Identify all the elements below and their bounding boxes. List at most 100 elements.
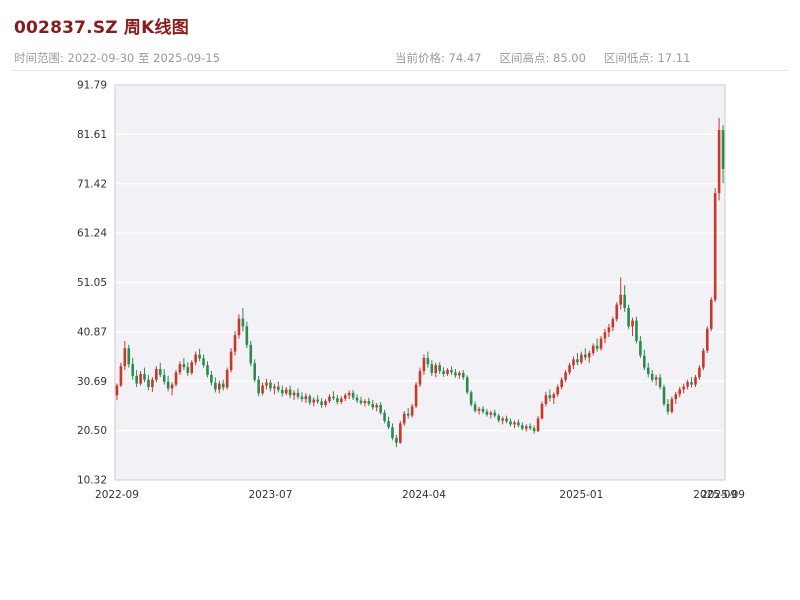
candle [536, 416, 540, 433]
stat-range-high-label: 区间高点: [499, 51, 550, 65]
y-tick-label: 51.05 [77, 277, 107, 289]
candle [324, 399, 327, 407]
candle [599, 336, 603, 351]
candle [583, 348, 587, 361]
candle [351, 389, 355, 401]
candle [371, 400, 375, 410]
y-tick-label: 61.24 [77, 228, 107, 240]
candle [454, 369, 457, 378]
stat-range-low: 区间低点: 17.11 [604, 50, 690, 66]
candle [528, 423, 532, 431]
candle [473, 401, 477, 413]
candle [607, 323, 611, 338]
candle [458, 371, 461, 379]
candle [123, 340, 127, 371]
candle [639, 336, 642, 358]
candle [481, 405, 485, 414]
candle [414, 382, 418, 408]
candle [284, 387, 288, 396]
candle [603, 328, 607, 344]
candle [127, 344, 131, 368]
candle [521, 422, 524, 431]
candle [162, 369, 166, 385]
candle [619, 277, 623, 310]
candle [509, 418, 512, 427]
candle [513, 420, 516, 429]
candle [347, 390, 351, 400]
candle [517, 419, 520, 428]
candle [402, 411, 406, 426]
candle [406, 407, 410, 419]
candle [442, 367, 445, 377]
stat-range-high-value: 85.00 [553, 51, 586, 65]
candle [206, 361, 209, 378]
candle [210, 371, 213, 386]
x-tick-label: 2022-09 [95, 489, 139, 501]
candle [304, 393, 308, 404]
candle [666, 399, 670, 415]
candle [497, 413, 501, 423]
candle [328, 394, 331, 404]
candle [548, 389, 552, 402]
candle [359, 396, 363, 405]
candle [469, 390, 473, 407]
candle [241, 307, 245, 332]
candle [694, 374, 697, 388]
candle [233, 331, 237, 356]
stat-range-low-value: 17.11 [657, 51, 691, 65]
candle [139, 371, 142, 386]
candle [650, 370, 654, 383]
candle [395, 435, 398, 448]
candle [151, 377, 154, 392]
candle [253, 359, 257, 383]
candle [332, 391, 335, 401]
candle [493, 409, 497, 418]
candle [296, 388, 300, 400]
candle [501, 416, 504, 425]
candle [277, 381, 280, 393]
candle [580, 351, 583, 365]
candle [556, 384, 560, 397]
page-title: 002837.SZ 周K线图 [14, 18, 189, 38]
candle [265, 378, 268, 390]
candle [288, 385, 292, 399]
candle [461, 370, 465, 380]
plot-border [114, 84, 726, 481]
candle [489, 410, 493, 419]
y-tick-label: 30.69 [77, 376, 107, 388]
candle [690, 377, 693, 388]
stat-range-low-label: 区间低点: [603, 51, 654, 65]
candle [379, 402, 382, 415]
header-divider [12, 70, 788, 71]
candle [229, 348, 233, 373]
candle [221, 379, 225, 391]
candle [560, 377, 563, 390]
candle [178, 361, 182, 375]
candle [237, 314, 241, 339]
candle [292, 390, 296, 401]
candle [300, 392, 304, 403]
candle [702, 348, 705, 371]
candle [591, 343, 595, 356]
candle [430, 360, 434, 376]
candle [316, 395, 319, 404]
candle [678, 387, 682, 398]
candle [249, 340, 253, 367]
candle [119, 362, 123, 388]
candle [658, 373, 662, 390]
candle [438, 362, 441, 374]
candle [135, 370, 138, 388]
candle [182, 357, 186, 371]
candle [422, 354, 426, 375]
candle [572, 356, 575, 370]
candle [674, 391, 678, 404]
candle [646, 362, 650, 378]
candle [147, 374, 150, 391]
candle [505, 415, 508, 424]
candle [174, 370, 178, 387]
candle [709, 297, 713, 332]
candle [643, 349, 646, 371]
candle [568, 362, 571, 375]
subheader: 时间范围: 2022-09-30 至 2025-09-15 当前价格: 74.4… [0, 50, 800, 66]
